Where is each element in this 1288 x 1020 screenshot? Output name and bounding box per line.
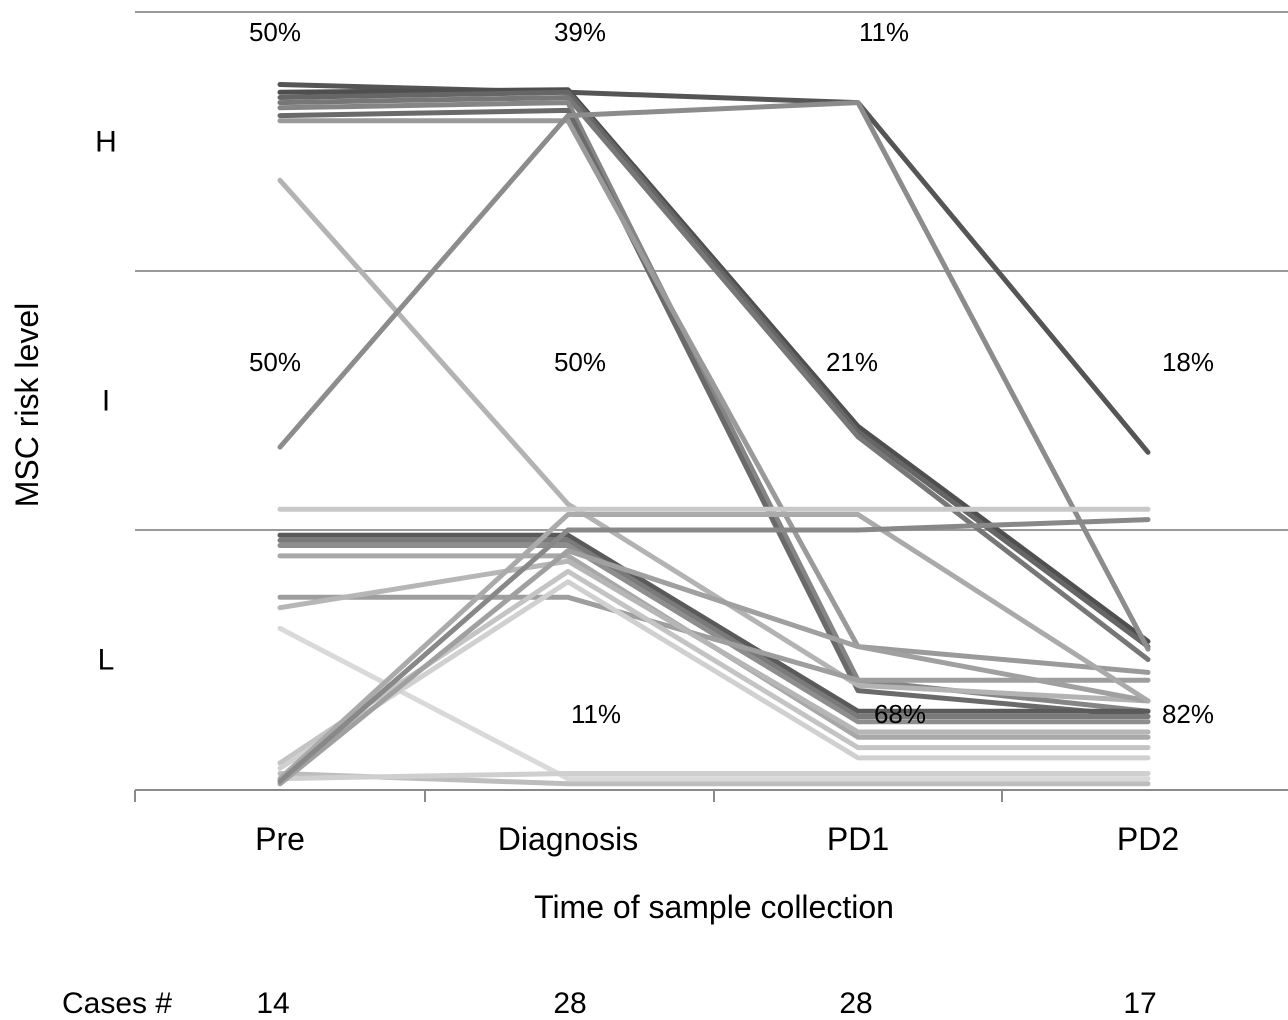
- cases-count-pd1: 28: [839, 987, 872, 1020]
- x-axis-title: Time of sample collection: [534, 889, 894, 925]
- cases-label: Cases #: [62, 987, 172, 1020]
- series-line-21: [277, 771, 1151, 782]
- y-tick-label-L: L: [98, 644, 115, 677]
- percent-label: 11%: [859, 17, 909, 47]
- y-tick-label-H: H: [95, 126, 117, 159]
- series-line-23: [277, 512, 1151, 782]
- cases-count-pre: 14: [256, 987, 289, 1020]
- series-group: [277, 82, 1151, 787]
- series-line-24: [277, 517, 1151, 784]
- cases-count-diagnosis: 28: [553, 987, 586, 1020]
- percent-label: 50%: [249, 347, 301, 377]
- series-line-16: [277, 558, 1151, 735]
- series-line-17: [277, 625, 1151, 782]
- series-line-12: [277, 537, 1151, 719]
- x-tick-label-pd2: PD2: [1117, 821, 1179, 857]
- x-axis: [134, 789, 1288, 802]
- y-axis-title: MSC risk level: [9, 303, 45, 507]
- percent-label: 21%: [826, 347, 878, 377]
- labels-group: H I L Pre Diagnosis PD1 PD2 50% 39% 11% 50% 50% 21% 1…: [95, 17, 1214, 1020]
- x-tick-label-pre: Pre: [255, 821, 305, 857]
- percent-label: 50%: [249, 17, 301, 47]
- series-line-2: [277, 87, 1151, 644]
- series-line-7: [277, 118, 1151, 675]
- series-line-6: [277, 107, 1151, 719]
- percent-label: 39%: [554, 17, 606, 47]
- percent-label: 18%: [1162, 347, 1214, 377]
- x-tick-label-diagnosis: Diagnosis: [498, 821, 639, 857]
- series-line-11: [277, 532, 1151, 714]
- series-line-1: [277, 82, 1151, 455]
- percent-label: 82%: [1162, 699, 1214, 729]
- percent-label: 11%: [571, 699, 621, 729]
- series-line-9: [277, 100, 1151, 652]
- series-line-19: [277, 579, 1151, 771]
- series-line-3: [277, 89, 1151, 650]
- y-tick-label-I: I: [102, 385, 110, 418]
- x-tick-label-pd1: PD1: [827, 821, 889, 857]
- series-line-22: [277, 548, 1151, 787]
- series-line-4: [277, 95, 1151, 662]
- series-line-8: [277, 177, 1151, 704]
- cases-count-pd2: 17: [1123, 987, 1156, 1020]
- percent-label: 68%: [874, 699, 926, 729]
- series-line-15: [277, 594, 1151, 683]
- series-line-13: [277, 543, 1151, 725]
- series-line-20: [277, 771, 1151, 787]
- percent-label: 50%: [554, 347, 606, 377]
- series-line-5: [277, 100, 1151, 714]
